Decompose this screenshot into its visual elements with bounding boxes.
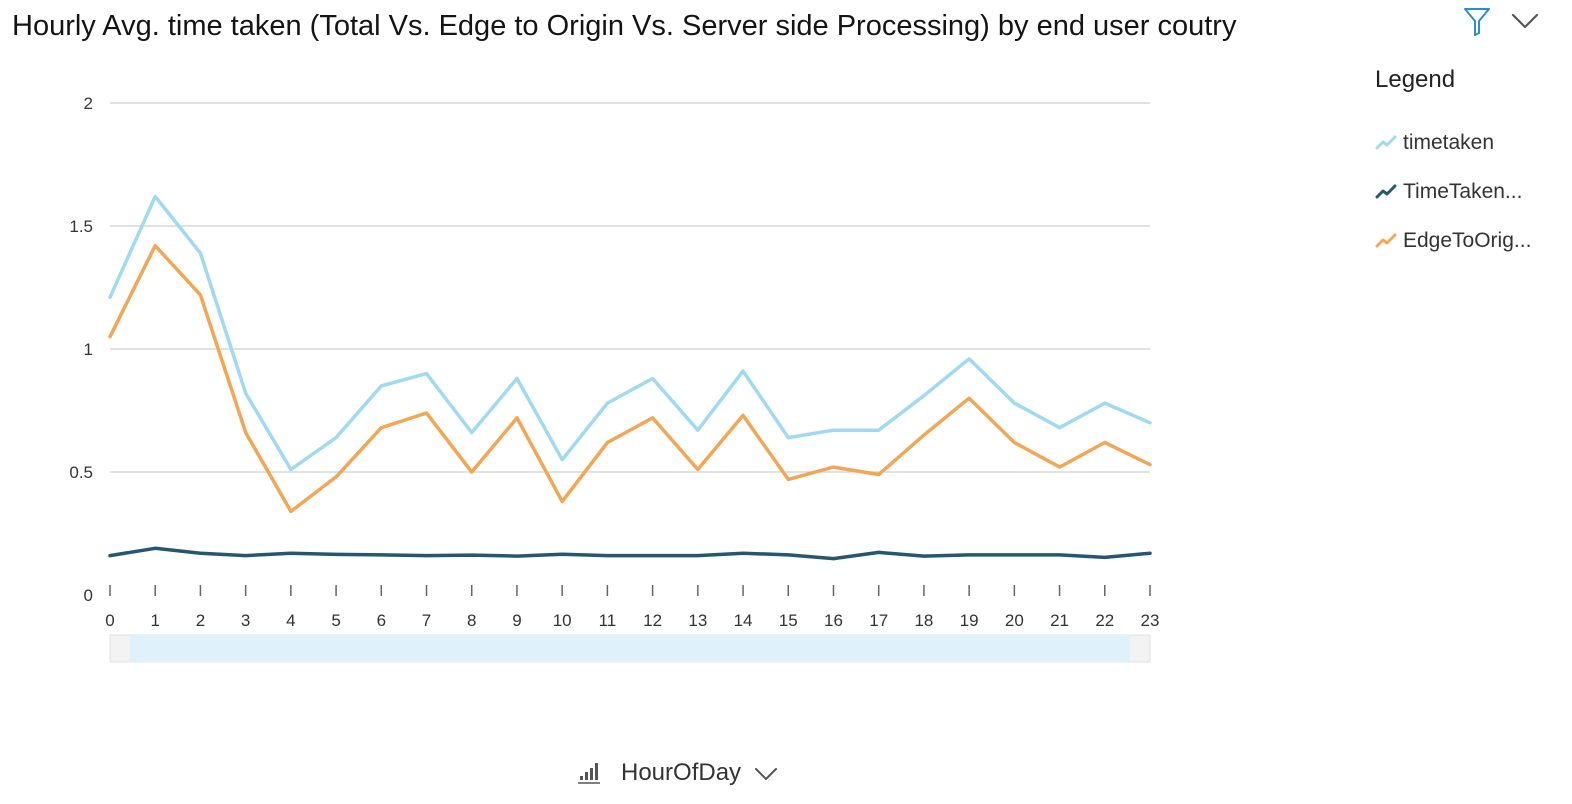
legend-title: Legend [1375,66,1456,93]
x-tick-label: 18 [914,611,933,630]
x-tick-label: 8 [467,611,476,630]
x-tick-label: 10 [553,611,572,630]
x-tick-label: 4 [286,611,295,630]
y-tick-label: 0.5 [69,463,93,482]
legend-swatch-line [1375,135,1397,149]
x-tick-label: 11 [599,611,617,630]
legend-item-timetaken[interactable]: timetaken [1375,118,1565,167]
chart-title: Hourly Avg. time taken (Total Vs. Edge t… [12,10,1237,42]
x-tick-label: 2 [196,611,205,630]
x-tick-label: 0 [105,611,114,630]
legend-swatch-line [1375,184,1397,198]
x-tick-label: 3 [241,611,250,630]
legend-swatch-line [1375,233,1397,247]
y-tick-label: 1 [84,340,93,359]
x-tick-label: 21 [1050,611,1069,630]
x-tick-label: 14 [734,611,753,630]
x-tick-label: 9 [512,611,521,630]
x-axis-title: HourOfDay [621,759,742,786]
series-line [108,546,1152,561]
x-tick-label: 19 [960,611,979,630]
legend-item-edge-to-origin[interactable]: EdgeToOrig... [1375,216,1565,265]
filter-icon[interactable] [1460,4,1494,38]
line-series-icon [1375,233,1397,247]
legend-item-timetaken-server[interactable]: TimeTaken... [1375,167,1565,216]
line-series-icon [1375,184,1397,198]
x-tick-label: 22 [1095,611,1114,630]
chevron-down-icon[interactable] [751,762,781,784]
x-tick-label: 23 [1141,611,1160,630]
range-scrollbar-thumb[interactable] [130,635,1130,662]
x-tick-label: 17 [869,611,888,630]
x-axis-field-selector[interactable]: HourOfDay [575,754,815,792]
legend: Legend timetaken TimeTaken... EdgeToOrig… [1375,62,1565,265]
line-series-icon [1375,135,1397,149]
x-tick-label: 1 [150,611,159,630]
series-line [108,194,1152,472]
x-tick-label: 16 [824,611,843,630]
x-tick-label: 12 [643,611,662,630]
series-line [108,243,1152,514]
x-tick-label: 15 [779,611,798,630]
x-tick-label: 7 [422,611,431,630]
sort-bars-icon [578,763,600,784]
x-tick-label: 20 [1005,611,1024,630]
y-tick-label: 1.5 [69,217,93,236]
x-tick-label: 6 [377,611,386,630]
x-tick-label: 5 [331,611,340,630]
chevron-down-icon[interactable] [1508,4,1542,38]
y-tick-label: 0 [84,586,93,605]
x-tick-label: 13 [688,611,707,630]
y-tick-label: 2 [84,94,93,113]
